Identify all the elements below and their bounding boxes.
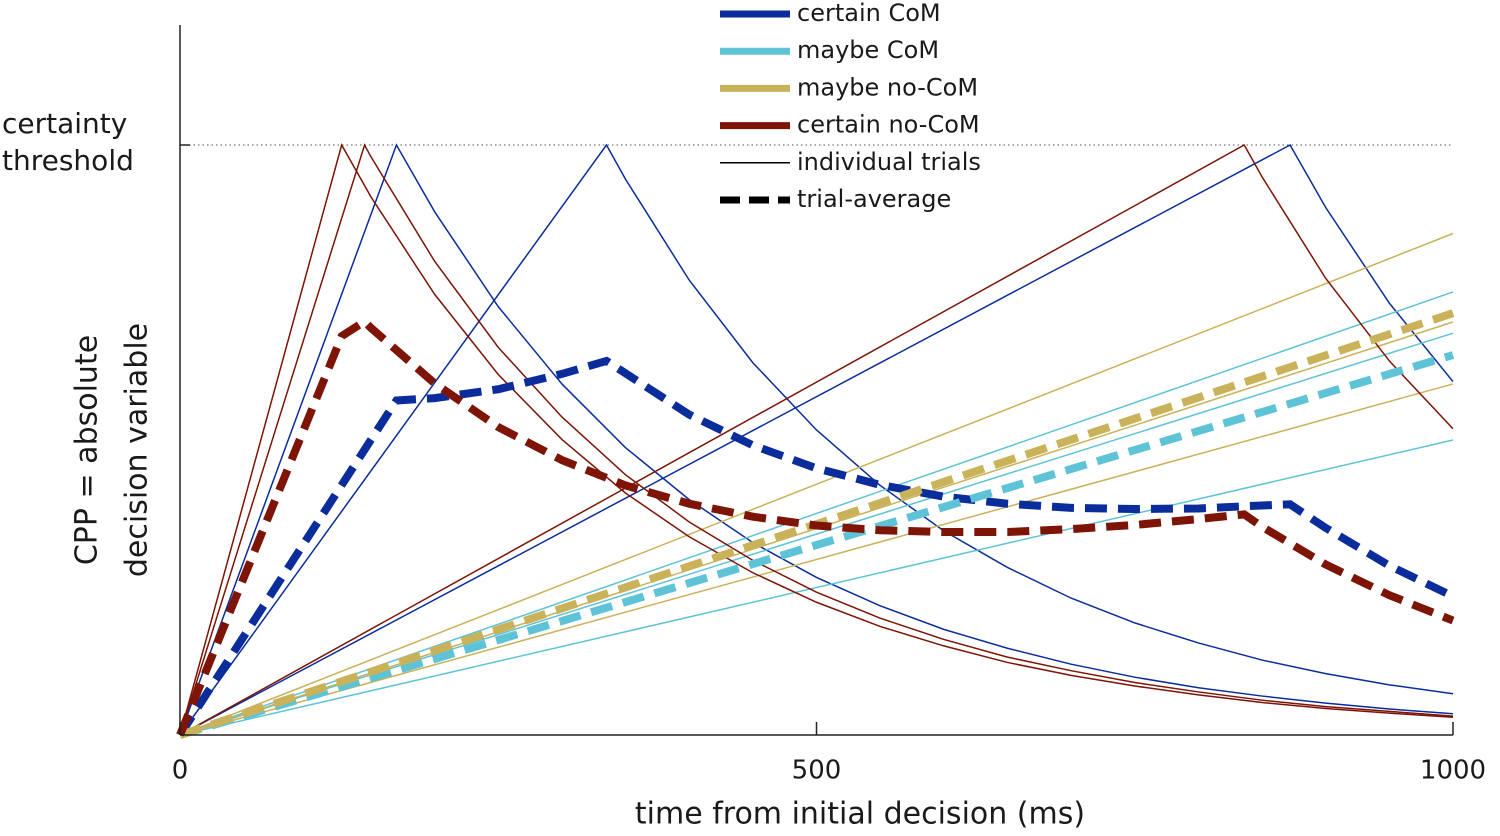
legend-label: certain no-CoM xyxy=(797,111,980,139)
threshold-label: threshold xyxy=(2,144,134,177)
legend: certain CoM maybe CoM maybe no-CoM certain … xyxy=(720,0,981,213)
legend-label: trial-average xyxy=(797,185,951,213)
trial-line xyxy=(179,439,1454,736)
y-axis-label-line: CPP = absolute xyxy=(70,335,105,565)
y-axis-label-line: decision variable xyxy=(120,323,155,577)
x-tick-label: 0 xyxy=(172,756,189,786)
y-axis-label: CPP = absolute decision variable xyxy=(70,323,155,577)
trial-line xyxy=(179,232,1454,736)
average-line xyxy=(178,351,1455,739)
average-line xyxy=(176,316,1455,737)
trial-line xyxy=(179,143,1454,736)
x-tick-label: 500 xyxy=(792,756,842,786)
trial-line xyxy=(179,332,1454,736)
x-tick-label: 1000 xyxy=(1420,756,1486,786)
average-line xyxy=(176,356,1455,738)
trial-line xyxy=(179,143,1454,736)
plot-area xyxy=(176,143,1455,739)
trial-line xyxy=(179,143,1454,736)
trial-line xyxy=(179,291,1454,736)
threshold-label: certainty xyxy=(2,107,127,140)
trial-line xyxy=(179,143,1454,736)
trial-line xyxy=(179,383,1454,736)
legend-label: maybe CoM xyxy=(797,36,939,64)
x-axis-label: time from initial decision (ms) xyxy=(635,797,1085,832)
legend-label: maybe no-CoM xyxy=(797,73,978,101)
legend-label: individual trials xyxy=(797,148,981,176)
legend-label: certain CoM xyxy=(797,0,941,27)
